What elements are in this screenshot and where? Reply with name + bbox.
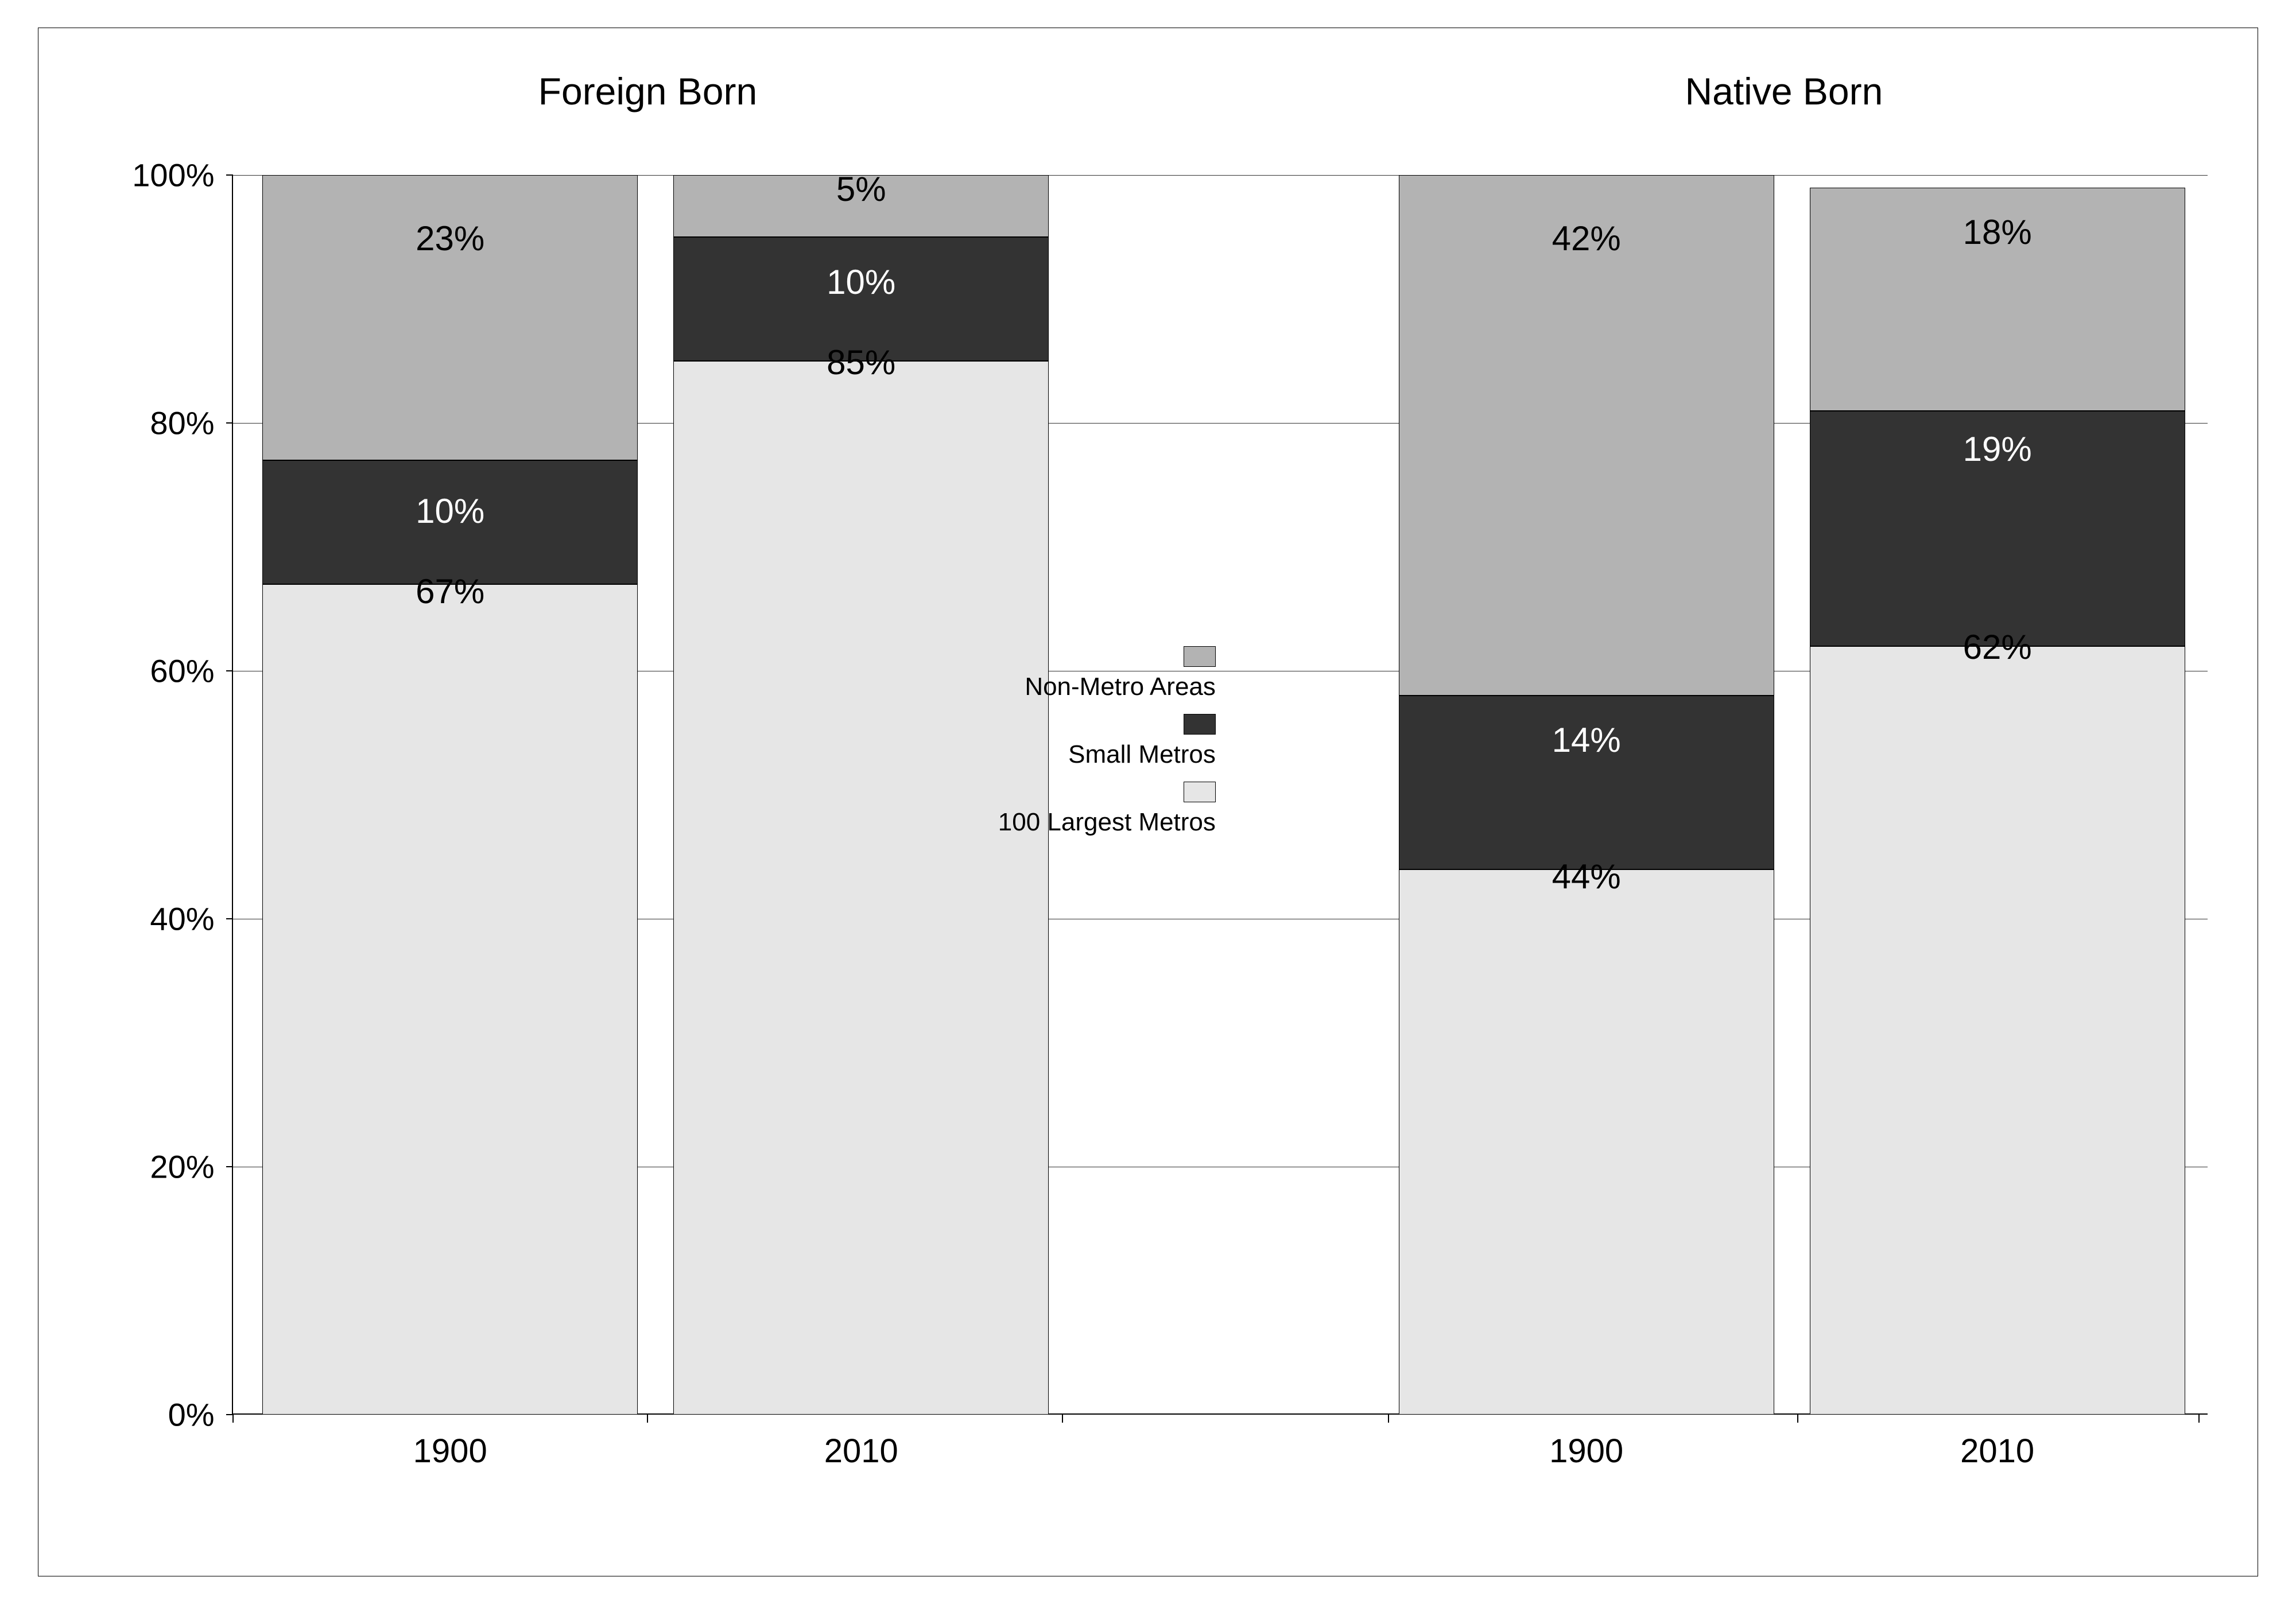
stacked-bar: 85%10%5% (673, 175, 1049, 1414)
bar-value-label: 62% (1963, 627, 2032, 667)
x-axis-label: 2010 (824, 1432, 898, 1470)
bar-value-label: 10% (827, 262, 895, 302)
bar-value-label: 85% (827, 343, 895, 382)
bar-value-label: 42% (1552, 219, 1621, 258)
y-axis-label: 0% (168, 1396, 215, 1433)
y-axis-label: 60% (150, 653, 214, 690)
bar-segment-large_metros (1810, 646, 2185, 1415)
legend-swatch (1184, 646, 1216, 667)
stacked-bar: 44% 14% 42% (1399, 175, 1774, 1414)
x-tick (1062, 1413, 1063, 1423)
legend-label: 100 Largest Metros (998, 808, 1216, 837)
bar-value-label: 5% (836, 169, 886, 209)
y-tick (226, 670, 233, 671)
bar-value-label: 10% (416, 491, 484, 531)
plot-area: 0%20%40%60%80%100%Foreign Born67%10%23%1… (232, 175, 2208, 1414)
x-axis-label: 1900 (1549, 1432, 1623, 1470)
bar-segment-large_metros (262, 584, 638, 1415)
bar-value-label: 19% (1963, 429, 2032, 469)
bar-segment-large_metros (1399, 869, 1774, 1415)
chart-frame: 0% 20% 40% 60% 80% 100% Foreign Born 67% 10% 23% 1… (38, 28, 2258, 1576)
bar-value-label: 14% (1552, 720, 1621, 760)
y-axis-label: 80% (150, 405, 214, 442)
legend-item: Non-Metro Areas (998, 646, 1216, 701)
y-tick (226, 422, 233, 424)
legend-swatch (1184, 714, 1216, 735)
bar-value-label: 67% (416, 572, 484, 611)
x-tick (1797, 1413, 1798, 1423)
y-tick (226, 918, 233, 919)
legend-label: Non-Metro Areas (1025, 673, 1216, 701)
stacked-bar: 67% 10% 23% (262, 175, 638, 1414)
x-axis-label: 1900 (413, 1432, 487, 1470)
legend-item: 100 Largest Metros (998, 782, 1216, 837)
chart-canvas: 0% 20% 40% 60% 80% 100% Foreign Born 67% 10% 23% 1… (0, 0, 2296, 1604)
x-tick (1388, 1413, 1389, 1423)
y-axis-label: 40% (150, 900, 214, 937)
group-title: Foreign Born (538, 69, 758, 113)
bar-segment-non_metro (262, 175, 638, 460)
x-axis-label: 2010 (1960, 1432, 2034, 1470)
legend-label: Small Metros (1068, 740, 1216, 769)
legend-swatch (1184, 782, 1216, 802)
bar-segment-large_metros (673, 361, 1049, 1414)
y-tick (226, 1166, 233, 1167)
x-tick (232, 1413, 234, 1423)
bar-value-label: 18% (1963, 212, 2032, 252)
x-tick (647, 1413, 648, 1423)
legend: Non-Metro Areas Small Metros 100 Largest M… (998, 634, 1216, 849)
y-axis-label: 100% (132, 157, 214, 194)
stacked-bar: 62% 19% 18% (1810, 175, 2185, 1414)
legend-item: Small Metros (998, 714, 1216, 769)
x-tick (2198, 1413, 2200, 1423)
group-title: Native Born (1685, 69, 1883, 113)
y-axis-label: 20% (150, 1148, 214, 1185)
bar-value-label: 44% (1552, 857, 1621, 896)
y-tick (226, 174, 233, 176)
bar-value-label: 23% (416, 219, 484, 258)
